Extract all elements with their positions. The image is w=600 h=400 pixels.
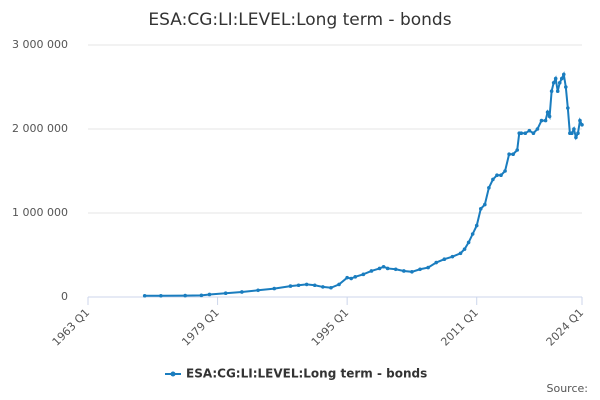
point (337, 282, 341, 287)
point (296, 283, 301, 288)
point (557, 81, 562, 85)
point (561, 72, 566, 77)
point (543, 118, 548, 123)
point (361, 272, 366, 277)
point (572, 127, 576, 131)
point (564, 85, 568, 89)
point (511, 152, 515, 156)
legend-marker (170, 371, 176, 377)
point (515, 148, 520, 152)
x-tick-label: 1995 Q1 (309, 306, 352, 349)
x-tick-label: 2011 Q1 (438, 306, 481, 349)
point (576, 131, 580, 135)
point (353, 275, 358, 279)
point (434, 260, 439, 265)
series-line (144, 71, 583, 297)
point (345, 275, 349, 280)
point (499, 173, 503, 177)
point (199, 293, 204, 298)
point (402, 269, 406, 273)
point (547, 114, 552, 119)
point (559, 76, 564, 81)
point (491, 177, 495, 182)
point (207, 292, 212, 297)
point (523, 131, 528, 135)
point (288, 284, 293, 288)
point (495, 173, 499, 177)
point (566, 106, 570, 110)
point (487, 186, 491, 190)
point (159, 293, 163, 298)
point (574, 135, 578, 140)
point (321, 285, 325, 289)
point (531, 131, 536, 135)
point (240, 290, 244, 294)
point (553, 76, 558, 81)
point (312, 283, 317, 288)
point (466, 240, 471, 245)
point (304, 282, 309, 287)
point (503, 169, 507, 173)
point (580, 123, 584, 127)
point (369, 269, 374, 273)
point (555, 89, 560, 93)
point (458, 251, 463, 256)
y-tick-label: 2 000 000 (12, 122, 68, 135)
point (570, 131, 574, 135)
point (381, 264, 386, 269)
x-tick-label: 1979 Q1 (179, 306, 222, 349)
point (462, 247, 467, 251)
point (418, 267, 422, 272)
point (142, 293, 147, 298)
point (377, 266, 382, 271)
point (539, 118, 544, 123)
point (385, 266, 390, 271)
y-tick-label: 3 000 000 (12, 38, 68, 51)
point (450, 254, 455, 259)
point (272, 286, 277, 291)
point (519, 131, 524, 135)
point (393, 267, 398, 272)
point (442, 257, 447, 262)
y-tick-label: 0 (61, 290, 68, 303)
point (474, 223, 479, 228)
point (545, 110, 550, 114)
point (527, 128, 532, 133)
point (183, 293, 187, 298)
point (551, 81, 556, 85)
point (483, 202, 487, 207)
point (535, 127, 540, 131)
point (507, 152, 511, 156)
point (256, 288, 260, 293)
point (410, 270, 414, 274)
point (478, 207, 483, 211)
chart-title: ESA:CG:LI:LEVEL:Long term - bonds (148, 10, 451, 30)
y-tick-label: 1 000 000 (12, 206, 68, 219)
point (349, 276, 353, 281)
point (549, 89, 554, 93)
x-tick-label: 1963 Q1 (50, 306, 93, 349)
point (578, 118, 582, 123)
source-label: Source: (547, 382, 589, 395)
point (470, 232, 475, 236)
point (223, 291, 228, 296)
point (329, 285, 333, 290)
legend-label: ESA:CG:LI:LEVEL:Long term - bonds (186, 367, 427, 381)
x-tick-label: 2024 Q1 (544, 306, 587, 349)
point (426, 265, 430, 270)
